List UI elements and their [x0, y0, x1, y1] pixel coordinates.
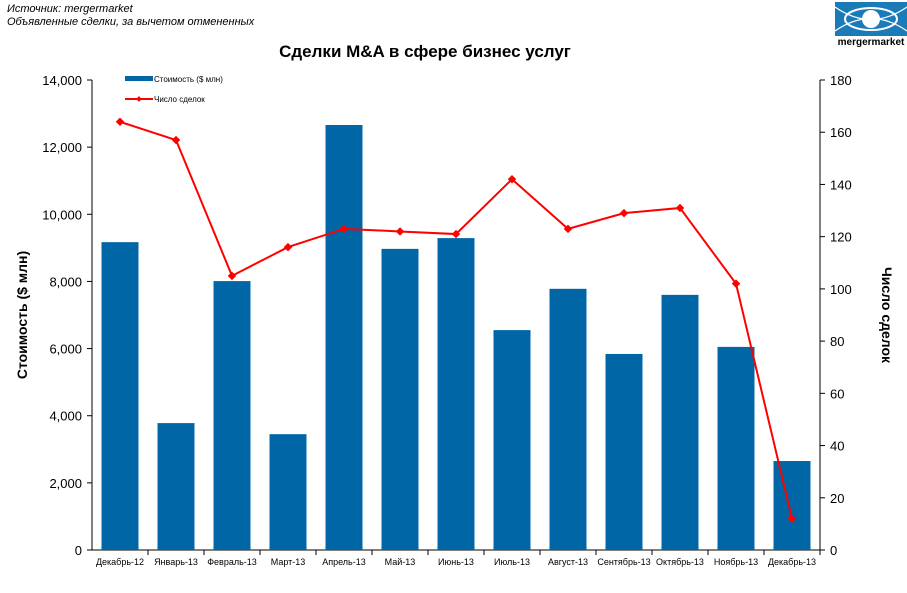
y2-tick-label: 80 [830, 334, 844, 349]
legend-line-label: Число сделок [154, 95, 205, 104]
line-point-Май-13 [395, 227, 405, 236]
x-tick-label: Июнь-13 [438, 557, 474, 567]
line-point-Март-13 [283, 242, 293, 252]
y2-tick-label: 100 [830, 282, 852, 297]
x-tick-label: Ноябрь-13 [714, 557, 758, 567]
legend-line-marker [136, 96, 142, 102]
x-tick-label: Февраль-13 [207, 557, 257, 567]
y-tick-label: 0 [75, 543, 82, 558]
y2-tick-label: 60 [830, 386, 844, 401]
x-tick-label: Декабрь-12 [96, 557, 144, 567]
bar-Апрель-13 [325, 124, 363, 550]
y2-tick-label: 40 [830, 439, 844, 454]
line-point-Январь-13 [171, 135, 181, 145]
bar-Июль-13 [493, 330, 531, 550]
bar-Январь-13 [157, 423, 195, 550]
y-tick-label: 2,000 [49, 476, 82, 491]
bar-Март-13 [269, 434, 307, 550]
y2-tick-label: 0 [830, 543, 837, 558]
y2-tick-label: 20 [830, 491, 844, 506]
x-tick-label: Сентябрь-13 [597, 557, 650, 567]
mergermarket-logo: mergermarket [835, 2, 907, 50]
chart-title: Сделки M&A в сфере бизнес услуг [279, 42, 571, 61]
y-tick-label: 10,000 [42, 207, 82, 222]
line-point-Июнь-13 [451, 229, 461, 239]
line-point-Декабрь-12 [115, 117, 125, 127]
legend-bar-swatch [125, 76, 153, 81]
y2-tick-label: 140 [830, 177, 852, 192]
y2-tick-label: 180 [830, 73, 852, 88]
x-tick-label: Апрель-13 [322, 557, 366, 567]
line-point-Апрель-13 [339, 224, 349, 234]
legend-bar-label: Стоимость ($ млн) [154, 75, 223, 84]
line-point-Ноябрь-13 [731, 279, 741, 288]
y-tick-label: 4,000 [49, 409, 82, 424]
line-point-Декабрь-13 [787, 514, 797, 523]
y-tick-label: 12,000 [42, 140, 82, 155]
source-subnote: Объявленные сделки, за вычетом отмененны… [7, 16, 255, 28]
bar-Ноябрь-13 [717, 346, 755, 550]
y2-tick-label: 120 [830, 230, 852, 245]
line-point-Февраль-13 [227, 271, 237, 281]
x-tick-label: Октябрь-13 [656, 557, 704, 567]
y-axis-label: Стоимость ($ млн) [14, 251, 30, 379]
x-tick-label: Май-13 [385, 557, 416, 567]
x-tick-label: Январь-13 [154, 557, 198, 567]
y2-tick-label: 160 [830, 125, 852, 140]
y-tick-label: 8,000 [49, 274, 82, 289]
bar-Октябрь-13 [661, 294, 699, 550]
bar-Май-13 [381, 248, 419, 550]
bar-Июнь-13 [437, 238, 475, 550]
y-tick-label: 6,000 [49, 342, 82, 357]
x-tick-label: Декабрь-13 [768, 557, 816, 567]
logo-text: mergermarket [837, 37, 905, 48]
x-tick-label: Июль-13 [494, 557, 530, 567]
line-point-Сентябрь-13 [619, 208, 629, 218]
y2-axis-label: Число сделок [879, 267, 895, 364]
x-tick-label: Март-13 [271, 557, 306, 567]
y-tick-label: 14,000 [42, 73, 82, 88]
bar-Август-13 [549, 288, 587, 550]
bar-Декабрь-12 [101, 242, 139, 550]
bar-Декабрь-13 [773, 461, 811, 550]
bar-Февраль-13 [213, 281, 251, 550]
source-note: Источник: mergermarket [7, 3, 133, 15]
x-tick-label: Август-13 [548, 557, 588, 567]
bar-Сентябрь-13 [605, 353, 643, 550]
